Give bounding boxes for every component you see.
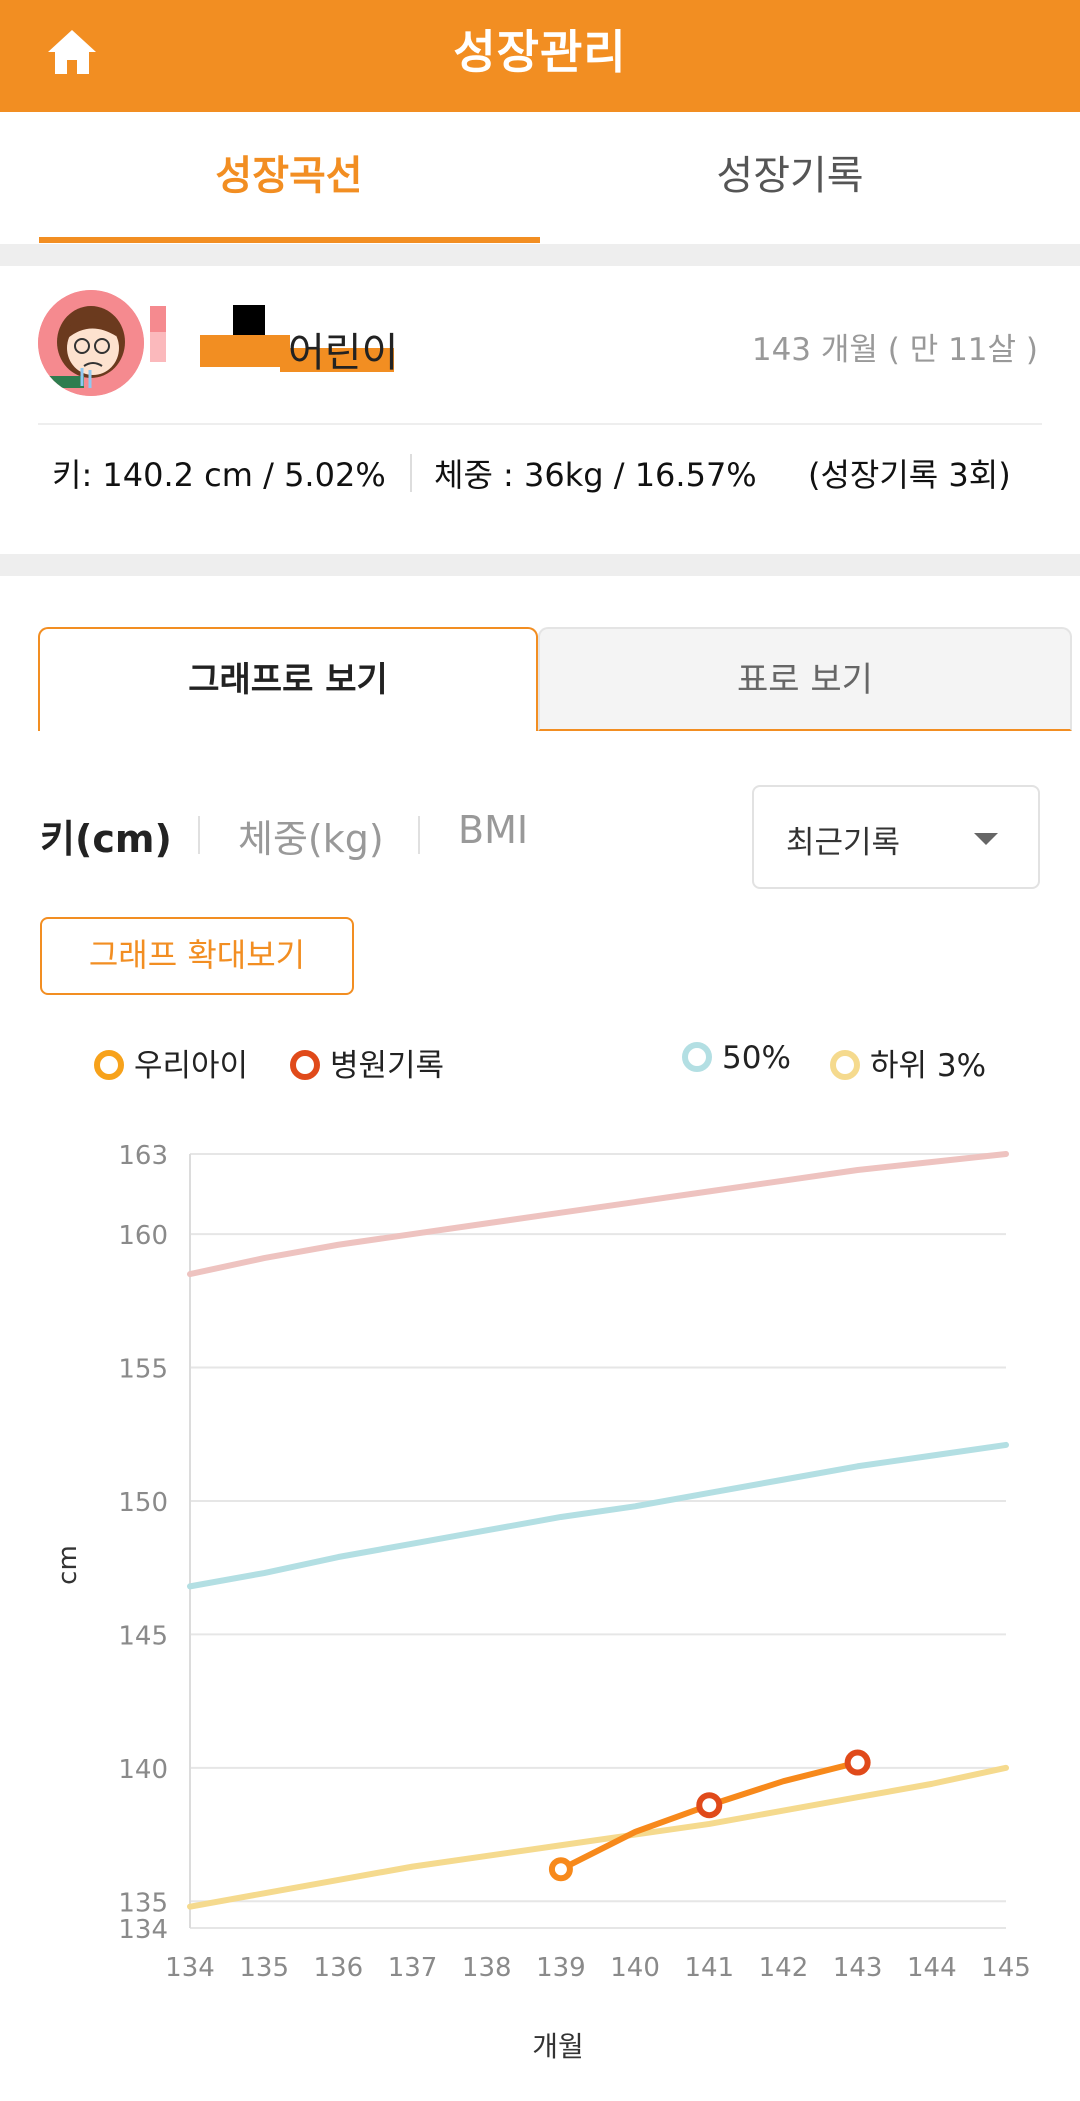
app-header: 성장관리 — [0, 0, 1080, 112]
active-tab-indicator — [39, 237, 540, 243]
x-tick-label: 138 — [462, 1953, 512, 1983]
x-tick-label: 142 — [759, 1953, 809, 1983]
select-value: 최근기록 — [786, 825, 901, 861]
divider — [418, 816, 420, 854]
section-gap — [0, 244, 1080, 266]
legend-item[interactable]: 50% — [682, 1040, 791, 1076]
divider — [198, 816, 200, 854]
legend-item[interactable]: 우리아이 — [94, 1040, 248, 1085]
profile-color-bar-light — [150, 332, 166, 362]
tab-growth-curve[interactable]: 성장곡선 — [215, 153, 363, 199]
y-axis-label: cm — [53, 1545, 83, 1585]
x-tick-label: 136 — [314, 1953, 364, 1983]
section-gap — [0, 554, 1080, 576]
legend-marker-icon — [290, 1049, 320, 1080]
redaction-mark — [280, 348, 394, 372]
height-stat: 키: 140.2 cm / 5.02% — [52, 456, 386, 494]
y-tick-label: 134 — [118, 1915, 168, 1945]
avatar[interactable] — [38, 290, 144, 396]
record-count: (성장기록 3회) — [808, 456, 1011, 494]
legend-label: 50% — [722, 1040, 791, 1076]
chart-legend: 우리아이 병원기록 50% 하위 3% — [0, 1040, 1080, 1090]
y-tick-label: 140 — [118, 1755, 168, 1785]
x-tick-label: 145 — [981, 1953, 1031, 1983]
metric-tab-weight[interactable]: 체중(kg) — [238, 817, 384, 861]
legend-marker-icon — [682, 1041, 712, 1072]
divider — [410, 454, 412, 492]
metric-tab-bmi[interactable]: BMI — [458, 808, 529, 852]
metric-tab-height[interactable]: 키(cm) — [40, 817, 172, 861]
x-tick-label: 137 — [388, 1953, 438, 1983]
x-tick-label: 135 — [239, 1953, 289, 1983]
series-line-p50 — [187, 1441, 1009, 1590]
growth-stats: 키: 140.2 cm / 5.02% 체중 : 36kg / 16.57% (… — [0, 450, 1080, 510]
redaction-mark — [200, 335, 290, 367]
tab-graph-view[interactable]: 그래프로 보기 — [38, 627, 538, 731]
x-tick-label: 143 — [833, 1953, 883, 1983]
divider — [38, 423, 1042, 425]
view-tabs: 그래프로 보기 표로 보기 — [38, 627, 1072, 733]
x-tick-label: 144 — [907, 1953, 957, 1983]
y-tick-label: 150 — [118, 1488, 168, 1518]
y-tick-label: 163 — [118, 1141, 168, 1171]
y-tick-label: 160 — [118, 1221, 168, 1251]
series-line-p3 — [187, 1764, 1009, 1910]
weight-stat: 체중 : 36kg / 16.57% — [434, 456, 757, 494]
x-tick-label: 139 — [536, 1953, 586, 1983]
data-point-child — [548, 1857, 573, 1882]
child-profile: 어린이 143 개월 ( 만 11살 ) 키: 140.2 cm / 5.02%… — [0, 266, 1080, 554]
y-tick-label: 145 — [118, 1621, 168, 1651]
series-line-upper — [187, 1151, 1009, 1278]
tab-growth-record[interactable]: 성장기록 — [716, 153, 864, 199]
child-age: 143 개월 ( 만 11살 ) — [751, 332, 1038, 368]
profile-color-bar — [150, 306, 166, 332]
zoom-graph-button[interactable]: 그래프 확대보기 — [40, 917, 354, 995]
record-range-select[interactable]: 최근기록 — [752, 785, 1040, 889]
legend-item[interactable]: 병원기록 — [290, 1040, 444, 1085]
legend-label: 우리아이 — [134, 1048, 249, 1084]
data-point-hospital — [696, 1792, 723, 1819]
x-tick-label: 134 — [165, 1953, 215, 1983]
y-tick-label: 155 — [118, 1355, 168, 1385]
home-icon[interactable] — [44, 24, 100, 80]
legend-marker-icon — [94, 1049, 124, 1080]
child-avatar-icon — [38, 290, 144, 396]
x-axis-label: 개월 — [532, 2030, 584, 2060]
tab-table-view[interactable]: 표로 보기 — [538, 627, 1072, 731]
legend-label: 병원기록 — [330, 1048, 445, 1084]
caret-down-icon — [974, 833, 998, 845]
y-tick-label: 135 — [118, 1888, 168, 1918]
legend-item[interactable]: 하위 3% — [830, 1040, 986, 1085]
redaction-mark — [233, 305, 265, 337]
child-name: 어린이 — [288, 330, 399, 376]
data-point-hospital — [844, 1749, 871, 1776]
legend-label: 하위 3% — [870, 1048, 987, 1084]
x-tick-label: 140 — [610, 1953, 660, 1983]
x-tick-label: 141 — [684, 1953, 734, 1983]
main-tabs: 성장곡선 성장기록 — [0, 112, 1080, 244]
legend-marker-icon — [830, 1049, 860, 1080]
page-title: 성장관리 — [453, 25, 627, 79]
